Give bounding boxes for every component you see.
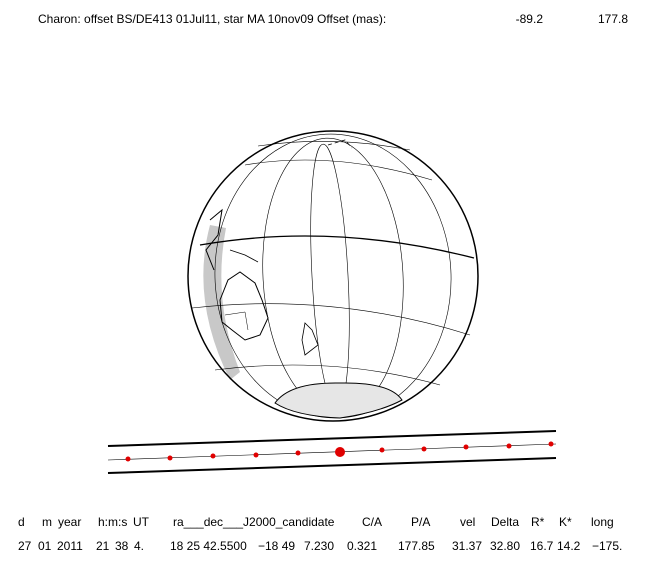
column-header: UT bbox=[133, 515, 150, 529]
column-header: K* bbox=[559, 515, 572, 529]
column-header: long bbox=[591, 515, 614, 529]
cell: 14.2 bbox=[557, 539, 581, 553]
cell: 38 bbox=[115, 539, 129, 553]
cell: 0.321 bbox=[347, 539, 377, 553]
column-header: ra___dec___J2000_candidate bbox=[173, 515, 335, 529]
column-header: R* bbox=[531, 515, 545, 529]
cell: 2011 bbox=[57, 539, 83, 553]
column-header: d bbox=[18, 515, 25, 529]
column-header: vel bbox=[460, 515, 475, 529]
cell: −175. bbox=[592, 539, 622, 553]
cell: 32.80 bbox=[490, 539, 520, 553]
column-header: C/A bbox=[362, 515, 382, 529]
cell: 01 bbox=[38, 539, 52, 553]
cell: 7.230 bbox=[304, 539, 334, 553]
title: Charon: offset BS/DE413 01Jul11, star MA… bbox=[38, 12, 386, 26]
cell: 27 bbox=[18, 539, 32, 553]
table: d m year h:m:s UT ra___dec___J2000_candi… bbox=[18, 515, 622, 553]
cell: 4. bbox=[134, 539, 144, 553]
cell: 177.85 bbox=[398, 539, 435, 553]
cell: −18 49 bbox=[258, 539, 295, 553]
column-header: Delta bbox=[491, 515, 519, 529]
column-header: m bbox=[42, 515, 52, 529]
offset-y: 177.8 bbox=[598, 12, 628, 26]
offset-x: -89.2 bbox=[516, 12, 544, 26]
cell: 31.37 bbox=[452, 539, 482, 553]
cell: 16.7 bbox=[530, 539, 554, 553]
column-header: year bbox=[58, 515, 81, 529]
column-header: P/A bbox=[411, 515, 430, 529]
shadow-path bbox=[107, 430, 557, 474]
cell: 18 25 42.5500 bbox=[170, 539, 247, 553]
column-header: h:m:s bbox=[98, 515, 127, 529]
globe bbox=[187, 130, 479, 422]
cell: 21 bbox=[96, 539, 110, 553]
